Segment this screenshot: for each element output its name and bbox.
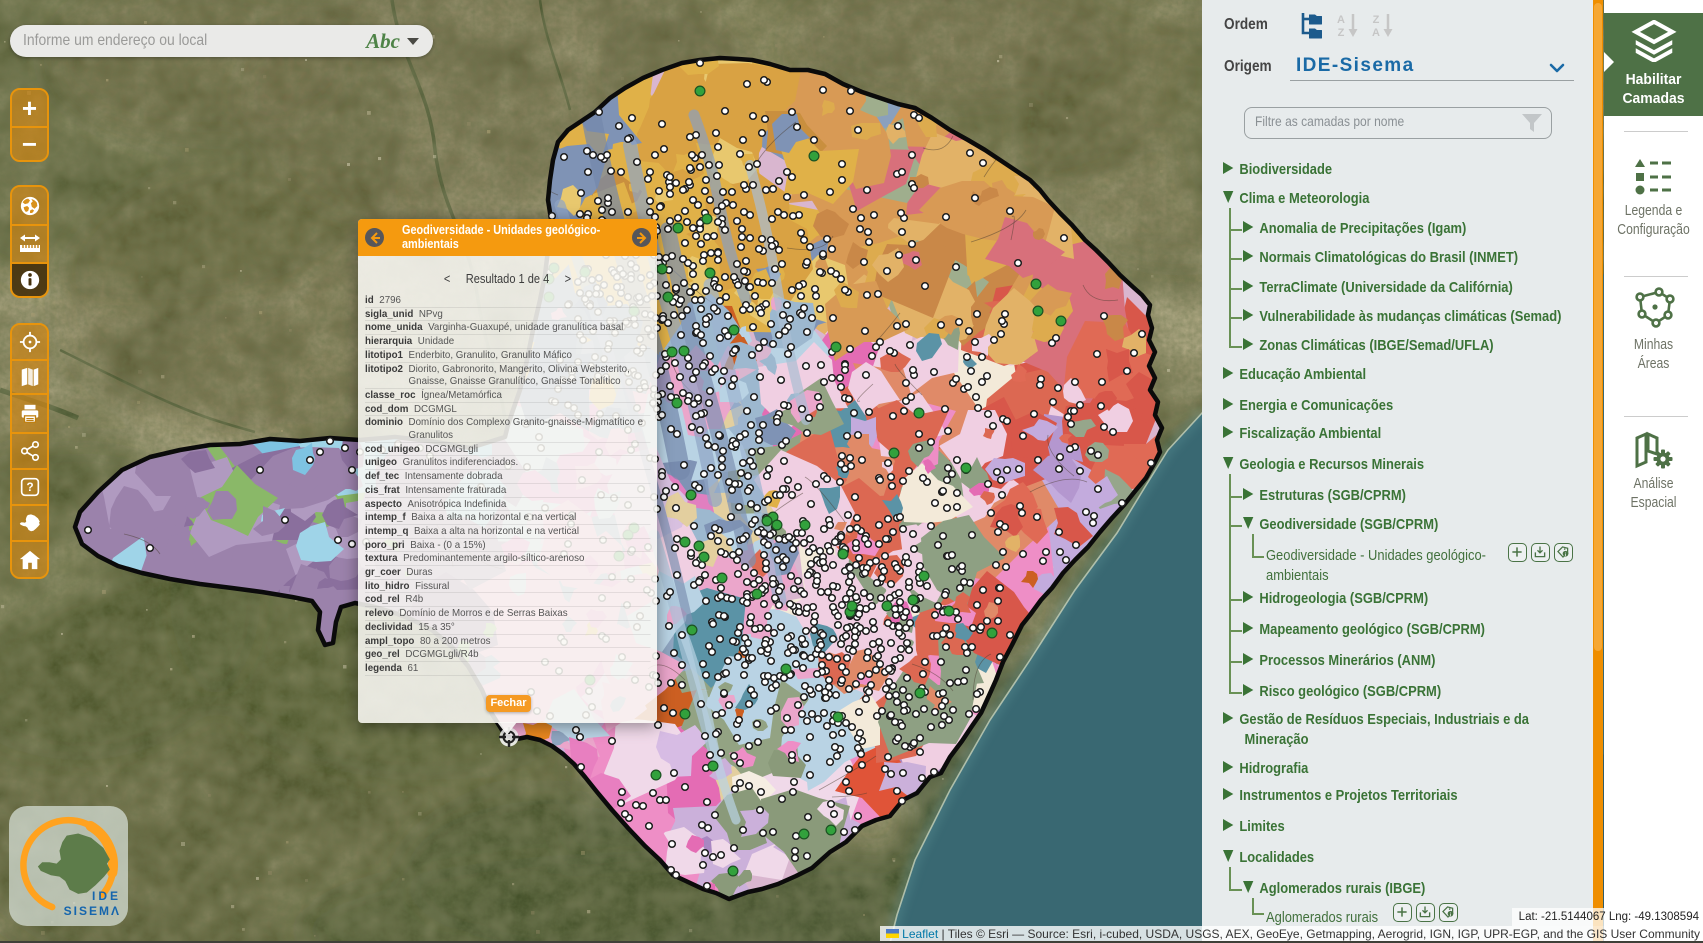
svg-text:Z: Z — [1373, 14, 1380, 26]
svg-text:i: i — [1565, 552, 1566, 557]
svg-text:Z: Z — [1338, 27, 1345, 38]
svg-text:SISEMΛ: SISEMΛ — [64, 904, 121, 918]
svg-text:i: i — [1450, 912, 1451, 917]
svg-text:?: ? — [26, 481, 33, 494]
svg-text:IDE: IDE — [92, 889, 121, 903]
svg-text:A: A — [1337, 14, 1345, 26]
svg-text:A: A — [1372, 27, 1380, 38]
